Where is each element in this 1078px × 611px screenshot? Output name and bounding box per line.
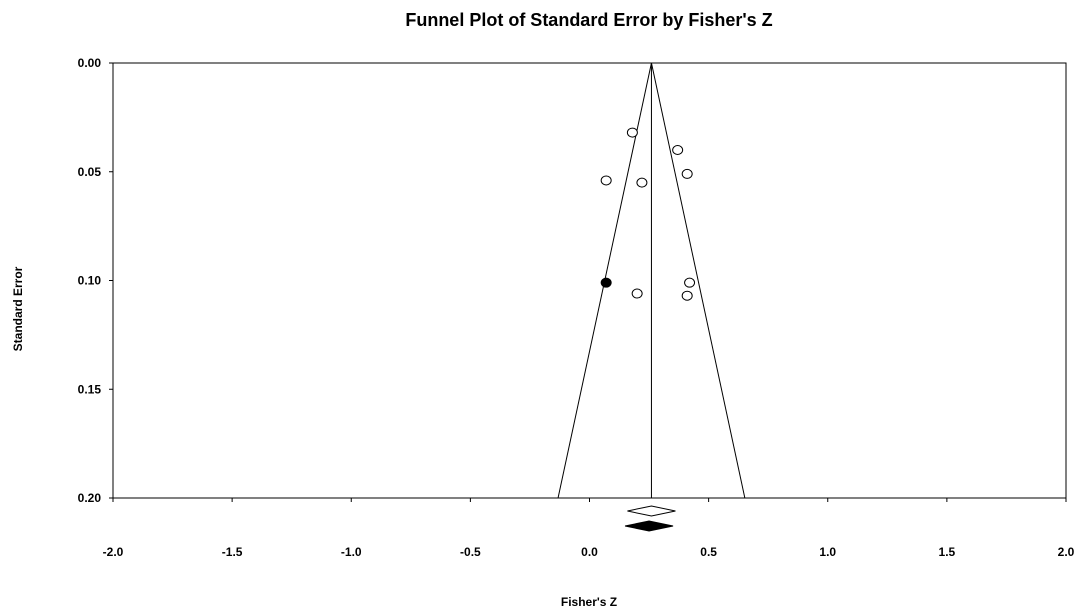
observed-study-point <box>636 177 648 188</box>
y-tick-label: 0.10 <box>78 274 102 288</box>
observed-study-point <box>672 145 684 155</box>
x-tick-label: 2.0 <box>1058 545 1075 559</box>
observed-study-point <box>681 168 693 179</box>
x-tick-label: 1.0 <box>819 545 836 559</box>
imputed-study-point <box>600 277 612 288</box>
adjusted-combined-diamond <box>624 520 674 532</box>
y-tick-label: 0.20 <box>78 491 102 505</box>
plot-frame <box>112 62 1067 499</box>
observed-study-point <box>684 277 696 288</box>
observed-study-point <box>681 290 693 301</box>
x-axis-label: Fisher's Z <box>561 595 617 609</box>
combined-effect-diamonds <box>624 505 676 532</box>
x-tick-label: 0.5 <box>700 545 717 559</box>
funnel-right-line <box>650 62 746 499</box>
study-points <box>600 127 696 301</box>
y-tick-label: 0.05 <box>78 165 102 179</box>
x-tick-label: -2.0 <box>103 545 124 559</box>
funnel <box>557 62 746 499</box>
x-tick-label: -1.0 <box>341 545 362 559</box>
y-axis-label: Standard Error <box>11 266 25 351</box>
y-tick-label: 0.15 <box>78 382 102 396</box>
y-axis: 0.00 0.05 0.10 0.15 0.20 <box>78 56 113 505</box>
x-axis: -2.0 -1.5 -1.0 -0.5 0.0 0.5 1.0 1.5 2.0 <box>103 498 1075 559</box>
observed-combined-diamond <box>627 505 676 517</box>
observed-study-point <box>626 127 638 138</box>
x-tick-label: 0.0 <box>581 545 598 559</box>
observed-study-point <box>631 288 643 299</box>
x-tick-label: -0.5 <box>460 545 481 559</box>
chart-title: Funnel Plot of Standard Error by Fisher'… <box>405 10 772 30</box>
observed-study-point <box>600 175 612 186</box>
x-tick-label: -1.5 <box>222 545 243 559</box>
y-tick-label: 0.00 <box>78 56 102 70</box>
x-tick-label: 1.5 <box>939 545 956 559</box>
